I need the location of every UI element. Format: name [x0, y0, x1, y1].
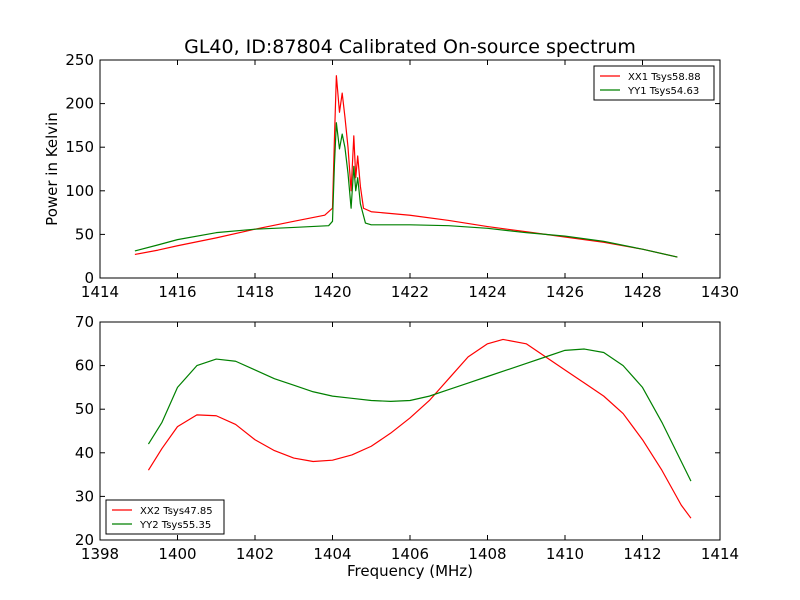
y-tick-label: 100	[65, 182, 94, 200]
y-tick-label: 200	[65, 95, 94, 113]
x-tick-label: 1408	[468, 545, 506, 563]
y-tick-label: 60	[75, 357, 94, 375]
x-tick-label: 1410	[546, 545, 584, 563]
series-line-2	[134, 122, 678, 258]
x-tick-label: 1406	[391, 545, 429, 563]
y-tick-label: 50	[75, 225, 94, 243]
x-tick-label: 1400	[158, 545, 196, 563]
x-tick-label: 1414	[81, 283, 119, 301]
top-panel: 1414 1416 1418 1420 1422 1424 1426 1428 1430 0 50 1…	[43, 51, 739, 301]
x-tick-label: 1416	[158, 283, 196, 301]
y-tick-label: 70	[75, 313, 94, 331]
legend: XX1 Tsys58.88 YY1 Tsys54.63	[593, 65, 715, 101]
legend-entry: XX2 Tsys47.85	[140, 506, 213, 517]
x-tick-label: 1430	[701, 283, 739, 301]
y-tick-label: 250	[65, 51, 94, 69]
y-tick-label: 0	[84, 269, 94, 287]
x-tick-label: 1412	[623, 545, 661, 563]
x-tick-label: 1428	[623, 283, 661, 301]
legend-box	[105, 499, 225, 535]
y-tick-label: 20	[75, 531, 94, 549]
y-tick-label: 50	[75, 400, 94, 418]
x-tick-label: 1420	[313, 283, 351, 301]
y-tick-label: 150	[65, 138, 94, 156]
x-tick-label: 1424	[468, 283, 506, 301]
x-tick-label: 1414	[701, 545, 739, 563]
x-tick-label: 1404	[313, 545, 351, 563]
legend: XX2 Tsys47.85 YY2 Tsys55.35	[105, 499, 225, 535]
y-axis-label: Power in Kelvin	[43, 112, 61, 226]
x-tick-label: 1402	[236, 545, 274, 563]
x-tick-label: 1422	[391, 283, 429, 301]
bottom-panel: 1398 1400 1402 1404 1406 1408 1410 1412 1414 20 30…	[75, 313, 739, 580]
series-line-2	[147, 348, 692, 482]
legend-box	[593, 65, 715, 101]
series-line-1	[147, 338, 692, 519]
x-axis-label: Frequency (MHz)	[347, 562, 473, 580]
legend-entry: YY2 Tsys55.35	[139, 520, 211, 531]
legend-entry: YY1 Tsys54.63	[627, 86, 699, 97]
y-tick-label: 30	[75, 487, 94, 505]
figure-title: GL40, ID:87804 Calibrated On-source spec…	[184, 36, 636, 58]
y-tick-label: 40	[75, 444, 94, 462]
x-tick-label: 1426	[546, 283, 584, 301]
x-tick-label: 1418	[236, 283, 274, 301]
series-line-1	[134, 75, 678, 258]
x-tick-label: 1398	[81, 545, 119, 563]
legend-entry: XX1 Tsys58.88	[628, 72, 701, 83]
